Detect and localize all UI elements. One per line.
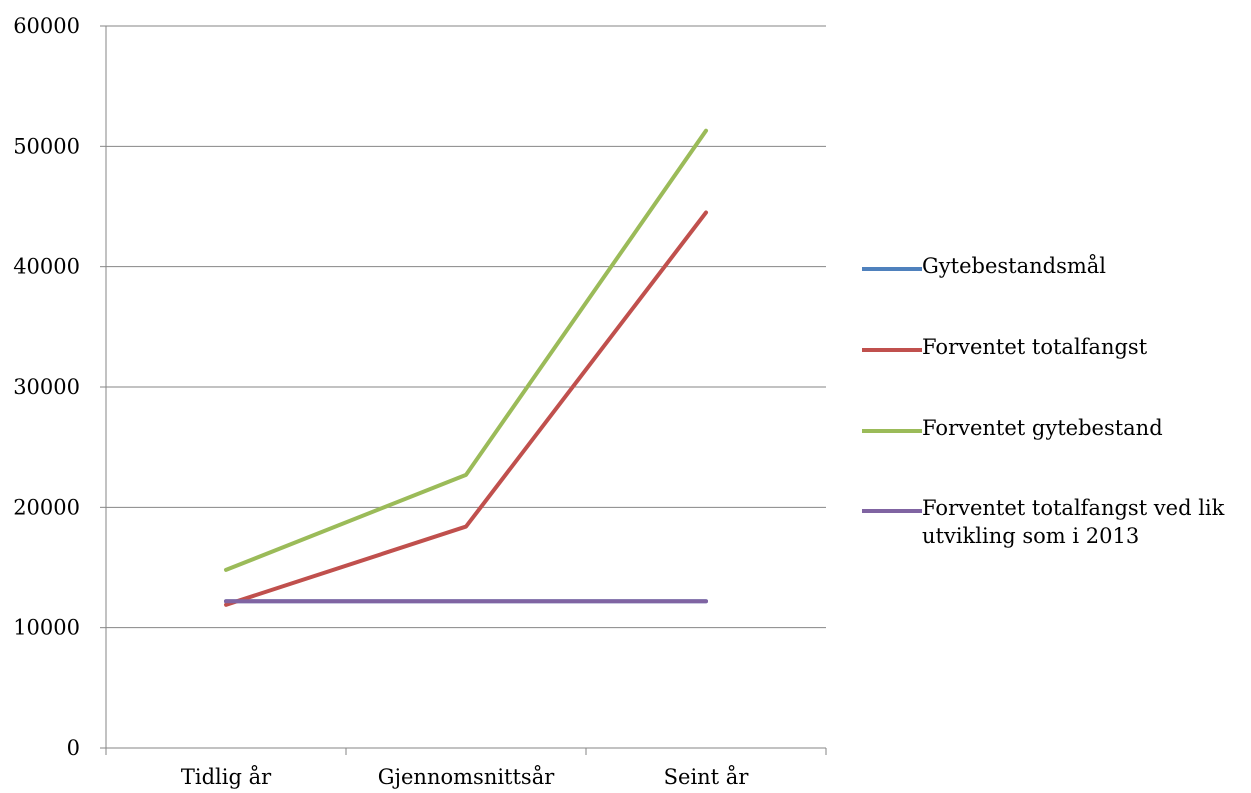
legend-swatch [862, 509, 922, 513]
legend-swatch [862, 429, 922, 433]
x-tick-label: Seint år [664, 765, 750, 789]
legend-label: Forventet gytebestand [922, 416, 1163, 440]
legend-label: Forventet totalfangst [922, 335, 1148, 359]
legend-label: Forventet totalfangst ved lik utvikling … [922, 496, 1225, 548]
legend-item-forventet-totalfangst: Forventet totalfangst [862, 333, 1242, 361]
y-tick-label: 60000 [13, 14, 80, 38]
series-line-3 [224, 128, 708, 572]
y-tick-label: 30000 [13, 375, 80, 399]
legend-swatch [862, 348, 922, 352]
legend-swatch [862, 267, 922, 271]
legend-label: Gytebestandsmål [922, 254, 1107, 278]
y-axis-tick-labels: 0 10000 20000 30000 40000 50000 60000 [13, 14, 80, 760]
axes [100, 25, 827, 755]
y-tick-label: 0 [67, 736, 80, 760]
series-lines [224, 128, 708, 607]
x-tick-label: Gjennomsnittsår [378, 765, 556, 789]
series-line-2 [224, 210, 708, 607]
y-tick-label: 20000 [13, 495, 80, 519]
y-tick-label: 50000 [13, 134, 80, 158]
gridlines [106, 25, 826, 629]
legend-item-forventet-totalfangst-2013: Forventet totalfangst ved lik utvikling … [862, 494, 1242, 550]
y-tick-label: 40000 [13, 255, 80, 279]
legend-item-forventet-gytebestand: Forventet gytebestand [862, 414, 1242, 442]
y-tick-label: 10000 [13, 616, 80, 640]
legend-item-gytebestandsmal: Gytebestandsmål [862, 252, 1242, 280]
x-axis-tick-labels: Tidlig år Gjennomsnittsår Seint år [181, 765, 749, 789]
x-tick-label: Tidlig år [181, 765, 272, 789]
